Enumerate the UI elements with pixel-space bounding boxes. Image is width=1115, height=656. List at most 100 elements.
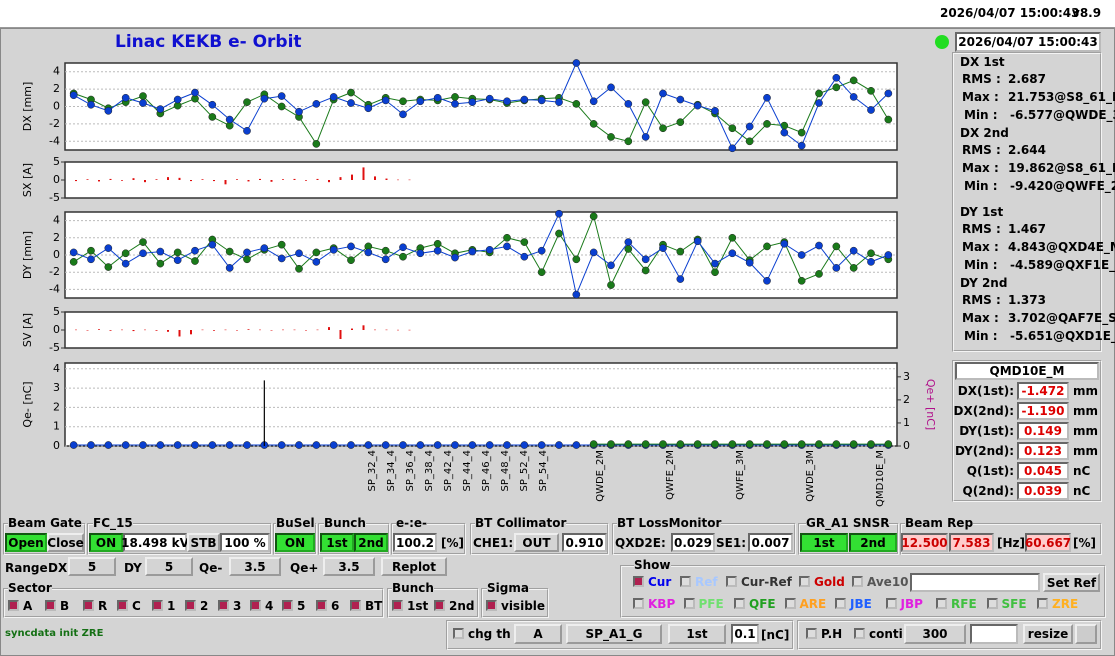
checkbox-label[interactable]: visible bbox=[501, 598, 546, 613]
checkbox[interactable] bbox=[986, 598, 998, 609]
checkbox-label[interactable]: ARE bbox=[799, 596, 827, 611]
orbit-point bbox=[728, 440, 737, 448]
checkbox[interactable] bbox=[854, 628, 865, 639]
checkbox[interactable] bbox=[734, 598, 745, 609]
button[interactable]: STB bbox=[187, 533, 220, 552]
checkbox[interactable] bbox=[350, 600, 361, 611]
checkbox[interactable] bbox=[434, 600, 445, 611]
checkbox-label[interactable]: 6 bbox=[331, 598, 340, 613]
button[interactable]: Open bbox=[5, 533, 47, 552]
ref-name-field[interactable] bbox=[910, 573, 1040, 592]
button[interactable]: 2nd bbox=[354, 533, 388, 552]
checkbox-label[interactable]: RFE bbox=[951, 596, 977, 611]
checkbox[interactable] bbox=[45, 600, 56, 611]
checkbox[interactable] bbox=[683, 598, 695, 609]
checkbox[interactable] bbox=[835, 598, 846, 609]
field[interactable] bbox=[970, 624, 1018, 644]
button[interactable]: OUT bbox=[514, 533, 559, 552]
checkbox-label[interactable]: conti bbox=[869, 626, 903, 641]
checkbox[interactable] bbox=[784, 598, 796, 609]
button[interactable]: ON bbox=[89, 533, 123, 552]
checkbox[interactable] bbox=[486, 600, 497, 611]
dropdown[interactable]: 1st bbox=[668, 624, 726, 644]
button[interactable]: ON bbox=[275, 533, 315, 552]
button[interactable]: Set Ref bbox=[1043, 573, 1100, 592]
checkbox[interactable] bbox=[316, 600, 327, 611]
value: -4.589@QXF1E_M bbox=[1010, 258, 1115, 272]
checkbox[interactable] bbox=[152, 600, 163, 611]
dropdown[interactable]: 5 bbox=[145, 557, 193, 576]
field: 100.2 bbox=[393, 533, 437, 552]
button[interactable]: 1st bbox=[800, 533, 848, 552]
button[interactable]: 1st bbox=[320, 533, 354, 552]
button[interactable]: Close bbox=[47, 533, 84, 552]
orbit-point bbox=[607, 440, 615, 448]
orbit-point bbox=[555, 209, 563, 218]
checkbox-label[interactable]: 5 bbox=[297, 598, 306, 613]
checkbox-label[interactable]: QFE bbox=[749, 596, 776, 611]
checkbox-label[interactable]: Ref bbox=[695, 574, 718, 589]
checkbox[interactable] bbox=[1037, 598, 1048, 609]
checkbox-label[interactable]: BT bbox=[365, 598, 383, 613]
orbit-point bbox=[815, 241, 823, 250]
checkbox-label[interactable]: Cur bbox=[648, 574, 672, 589]
checkbox[interactable] bbox=[726, 576, 737, 587]
checkbox[interactable] bbox=[453, 628, 464, 639]
checkbox-label[interactable]: 1 bbox=[167, 598, 176, 613]
checkbox[interactable] bbox=[852, 576, 863, 587]
button[interactable]: Replot bbox=[381, 557, 447, 576]
checkbox-label[interactable]: PFE bbox=[698, 596, 724, 611]
checkbox[interactable] bbox=[806, 628, 817, 639]
checkbox[interactable] bbox=[633, 576, 644, 587]
dropdown[interactable]: 5 bbox=[68, 557, 116, 576]
checkbox[interactable] bbox=[250, 600, 261, 611]
checkbox-label[interactable]: SFE bbox=[1001, 596, 1027, 611]
checkbox-label[interactable]: Gold bbox=[814, 574, 845, 589]
checkbox-label[interactable]: B bbox=[60, 598, 70, 613]
checkbox[interactable] bbox=[633, 598, 644, 609]
checkbox-label[interactable]: 4 bbox=[265, 598, 274, 613]
checkbox[interactable] bbox=[282, 600, 293, 611]
checkbox-label[interactable]: A bbox=[23, 598, 33, 613]
checkbox[interactable] bbox=[8, 600, 19, 611]
orbit-point bbox=[485, 441, 494, 449]
orbit-point bbox=[555, 98, 563, 107]
checkbox[interactable] bbox=[392, 600, 403, 611]
checkbox-label[interactable]: chg th bbox=[468, 626, 511, 641]
checkbox-label[interactable]: JBP bbox=[900, 596, 923, 611]
checkbox[interactable] bbox=[799, 576, 810, 587]
checkbox[interactable] bbox=[185, 600, 196, 611]
group-frame bbox=[620, 565, 1106, 618]
camera-button[interactable] bbox=[1075, 624, 1097, 644]
checkbox-label[interactable]: R bbox=[98, 598, 108, 613]
checkbox-label[interactable]: KBP bbox=[648, 596, 676, 611]
checkbox[interactable] bbox=[936, 598, 947, 609]
dropdown[interactable]: SP_A1_G bbox=[566, 624, 662, 644]
dropdown[interactable]: 3.5 bbox=[323, 557, 375, 576]
checkbox[interactable] bbox=[83, 600, 94, 611]
checkbox-label[interactable]: C bbox=[132, 598, 141, 613]
button[interactable]: 2nd bbox=[849, 533, 897, 552]
dropdown[interactable]: 300 bbox=[904, 624, 966, 644]
checkbox[interactable] bbox=[680, 576, 691, 587]
orbit-point bbox=[295, 107, 303, 116]
checkbox[interactable] bbox=[218, 600, 229, 611]
checkbox[interactable] bbox=[117, 600, 128, 611]
checkbox-label[interactable]: ZRE bbox=[1052, 596, 1079, 611]
bar bbox=[213, 330, 215, 331]
checkbox-label[interactable]: P.H bbox=[821, 626, 843, 641]
dropdown[interactable]: A bbox=[514, 624, 562, 644]
checkbox-label[interactable]: 2nd bbox=[449, 598, 475, 613]
orbit-point bbox=[139, 238, 147, 246]
checkbox-label[interactable]: Cur-Ref bbox=[741, 574, 792, 589]
checkbox[interactable] bbox=[885, 598, 897, 609]
checkbox-label[interactable]: 3 bbox=[233, 598, 242, 613]
checkbox-label[interactable]: Ave10 bbox=[867, 574, 909, 589]
checkbox-label[interactable]: 1st bbox=[407, 598, 429, 613]
button[interactable]: resize bbox=[1023, 624, 1073, 644]
orbit-point bbox=[260, 94, 269, 103]
checkbox-label[interactable]: 2 bbox=[200, 598, 209, 613]
dropdown[interactable]: 3.5 bbox=[229, 557, 281, 576]
bar bbox=[397, 329, 399, 331]
checkbox-label[interactable]: JBE bbox=[850, 596, 872, 611]
